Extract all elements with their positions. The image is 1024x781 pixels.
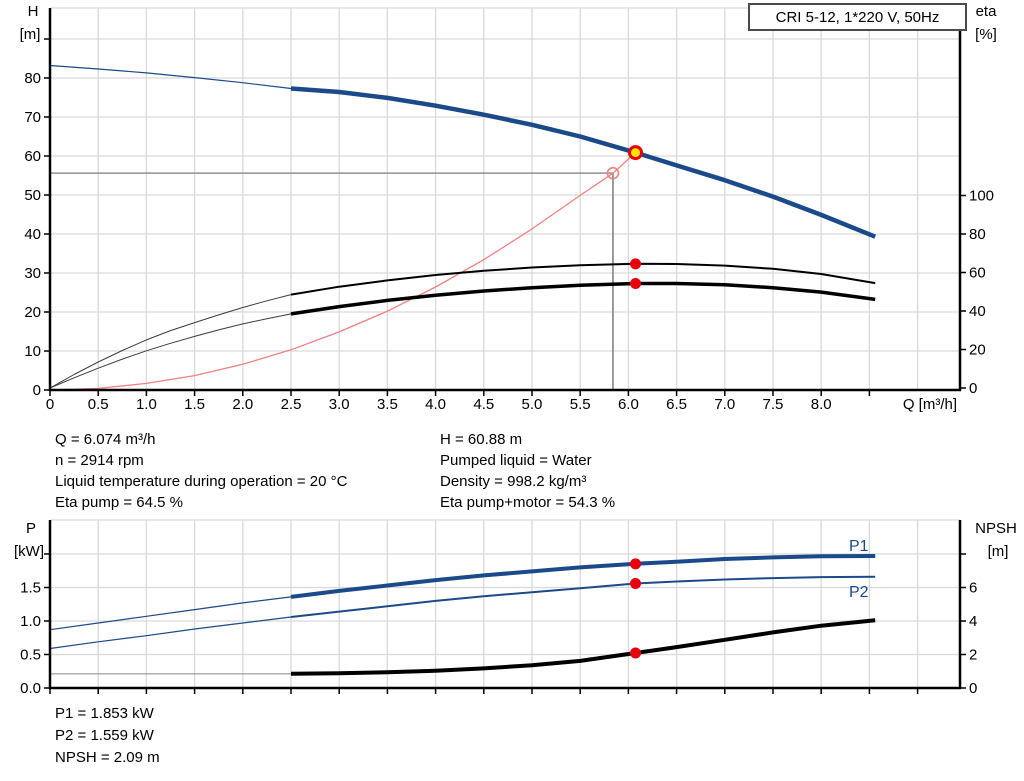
- y-left-tick-label: 0.5: [20, 647, 41, 664]
- chart-title: CRI 5-12, 1*220 V, 50Hz: [775, 8, 940, 26]
- y-right-tick-label: 40: [969, 303, 986, 320]
- y-right-tick-label: 6: [969, 580, 977, 597]
- y-left-tick-label: 60: [24, 148, 41, 165]
- pump-curve-curve: [290, 86, 877, 239]
- y-right-tick-label: 20: [969, 342, 986, 359]
- x-tick-label: 3.0: [329, 396, 350, 413]
- eta-axis-label: eta: [976, 3, 998, 20]
- q-axis-label: Q [m³/h]: [903, 396, 957, 413]
- npsh-axis-unit: [m]: [988, 543, 1009, 560]
- p1-curve: [290, 554, 876, 599]
- x-tick-label: 8.0: [811, 396, 832, 413]
- eta-pump-point: [630, 258, 642, 270]
- info-eta-pump: Eta pump = 64.5 %: [55, 494, 183, 511]
- operating-point-marker[interactable]: [628, 145, 644, 161]
- x-tick-label: 3.5: [377, 396, 398, 413]
- system-curve-curve: [49, 152, 636, 391]
- p2-curve: [290, 575, 876, 618]
- p-axis-unit: [kW]: [14, 543, 44, 560]
- npsh-axis-label: NPSH: [975, 520, 1017, 537]
- y-left-tick-label: 40: [24, 226, 41, 243]
- y-left-tick-label: 50: [24, 187, 41, 204]
- eta-pump-motor-point: [630, 277, 642, 289]
- p2-low-curve: [49, 616, 292, 650]
- y-right-tick-label: 4: [969, 613, 977, 630]
- p2-point: [630, 578, 642, 590]
- duty-info-left: Q = 6.074 m³/h n = 2914 rpm Liquid tempe…: [55, 429, 347, 513]
- eta-pump-low-curve: [49, 294, 292, 389]
- info-liquid-temp: Liquid temperature during operation = 20…: [55, 473, 348, 490]
- info-pumped-liquid: Pumped liquid = Water: [440, 452, 592, 469]
- p-axis-label: P: [26, 520, 36, 537]
- y-right-tick-label: 0: [969, 380, 977, 397]
- x-tick-label: 2.5: [281, 396, 302, 413]
- x-tick-label: 5.0: [522, 396, 543, 413]
- x-tick-label: 6.5: [666, 396, 687, 413]
- y-left-tick-label: 0.0: [20, 680, 41, 697]
- x-tick-label: 0: [46, 396, 54, 413]
- eta-pump-motor-low-curve: [49, 313, 292, 389]
- h-axis-label: H: [28, 3, 39, 20]
- info-flow: Q = 6.074 m³/h: [55, 431, 156, 448]
- y-left-tick-label: 30: [24, 265, 41, 282]
- x-tick-label: 6.0: [618, 396, 639, 413]
- eta-axis-unit: [%]: [975, 26, 997, 43]
- p1-point: [630, 558, 642, 570]
- chart-title-box: CRI 5-12, 1*220 V, 50Hz: [748, 3, 967, 31]
- x-tick-label: 7.0: [714, 396, 735, 413]
- x-tick-label: 2.0: [232, 396, 253, 413]
- y-left-tick-label: 0: [33, 382, 41, 399]
- y-right-tick-label: 0: [969, 680, 977, 697]
- pump-curve-low-curve: [49, 64, 292, 90]
- eta-pump-curve: [290, 262, 876, 296]
- x-tick-label: 1.5: [184, 396, 205, 413]
- x-tick-label: 5.5: [570, 396, 591, 413]
- info-head: H = 60.88 m: [440, 431, 523, 448]
- x-tick-label: 7.5: [763, 396, 784, 413]
- info-p1: P1 = 1.853 kW: [55, 705, 154, 722]
- requested-duty-marker: [606, 166, 620, 180]
- x-tick-label: 4.0: [425, 396, 446, 413]
- x-tick-label: 4.5: [473, 396, 494, 413]
- y-left-tick-label: 70: [24, 109, 41, 126]
- power-info: P1 = 1.853 kW P2 = 1.559 kW NPSH = 2.09 …: [55, 703, 160, 769]
- info-npsh: NPSH = 2.09 m: [55, 749, 160, 766]
- duty-info-right: H = 60.88 m Pumped liquid = Water Densit…: [440, 429, 615, 513]
- p1-low-curve: [49, 596, 292, 631]
- y-left-tick-label: 10: [24, 343, 41, 360]
- p1-curve-label: P1: [849, 538, 869, 555]
- npsh-point: [630, 647, 642, 659]
- y-left-tick-label: 1.0: [20, 613, 41, 630]
- eta-pump-motor-curve: [290, 281, 876, 316]
- h-axis-unit: [m]: [20, 26, 41, 43]
- y-left-tick-label: 20: [24, 304, 41, 321]
- x-tick-label: 0.5: [88, 396, 109, 413]
- info-p2: P2 = 1.559 kW: [55, 727, 154, 744]
- npsh-curve: [290, 618, 876, 676]
- p2-curve-label: P2: [849, 584, 869, 601]
- y-right-tick-label: 2: [969, 647, 977, 664]
- y-left-tick-label: 1.5: [20, 580, 41, 597]
- hq-eta-chart: 0 0.5 1.0 1.5 2.0 2.5 3.0 3.5 4.0 4.5 5.0 5.5 6.0 6.5…: [24, 7, 994, 413]
- info-speed: n = 2914 rpm: [55, 452, 144, 469]
- y-right-tick-label: 100: [969, 188, 994, 205]
- power-npsh-chart: 0.0 0.5 1.0 1.5 0 2 4 6: [20, 519, 977, 697]
- y-left-tick-label: 80: [24, 70, 41, 87]
- y-right-tick-label: 60: [969, 265, 986, 282]
- info-eta-pump-motor: Eta pump+motor = 54.3 %: [440, 494, 616, 511]
- info-density: Density = 998.2 kg/m³: [440, 473, 587, 490]
- y-right-tick-label: 80: [969, 226, 986, 243]
- x-tick-label: 1.0: [136, 396, 157, 413]
